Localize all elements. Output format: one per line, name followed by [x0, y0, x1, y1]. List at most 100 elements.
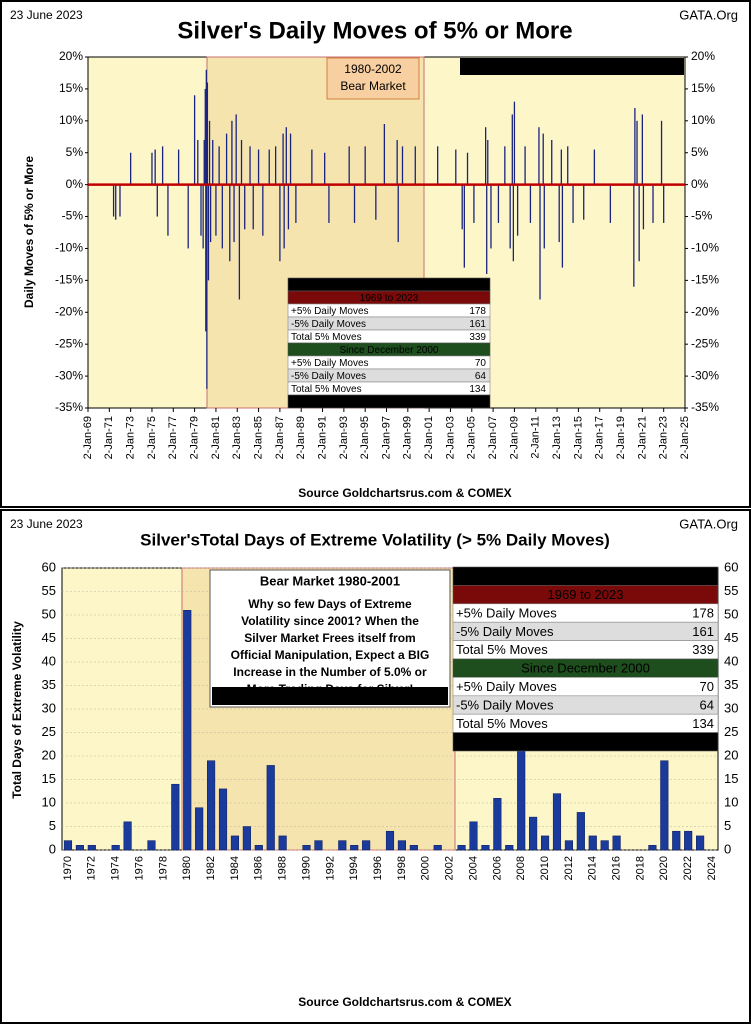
- y-tick-label: 15%: [59, 81, 83, 95]
- y2-tick-label: 10: [724, 794, 738, 809]
- annotation: Volatility since 2001? When the: [241, 614, 419, 628]
- annotation-box: [460, 58, 684, 75]
- y2-tick-label: 55: [724, 583, 738, 598]
- x-tick-label: 1980: [181, 856, 193, 880]
- x-tick-label: 2-Jan-09: [508, 416, 520, 459]
- y2-tick-label: 0: [724, 841, 731, 856]
- table-cell: +5% Daily Moves: [291, 306, 369, 317]
- bar: [540, 835, 550, 851]
- table-cell: +5% Daily Moves: [456, 679, 557, 694]
- x-tick-label: 1970: [62, 856, 74, 880]
- y-tick-label: 5: [49, 818, 56, 833]
- table-cell: -5% Daily Moves: [456, 697, 554, 712]
- annotation: Bear Market 1980-2001: [260, 573, 400, 588]
- y-tick-label: 45: [42, 630, 56, 645]
- y2-tick-label: 0%: [691, 177, 709, 191]
- source: Source Goldchartsrus.com & COMEX: [298, 995, 511, 1009]
- x-tick-label: 2-Jan-15: [572, 416, 584, 459]
- x-tick-label: 1974: [110, 856, 122, 880]
- x-tick-label: 2-Jan-83: [231, 416, 243, 459]
- bar: [576, 812, 585, 851]
- y-tick-label: 30: [42, 700, 56, 715]
- annotation: Official Manipulation, Expect a BIG: [231, 648, 430, 662]
- annotation: Silver Market Frees itself from: [244, 631, 415, 645]
- annotation: Why so few Days of Extreme: [248, 597, 412, 611]
- table-cell: 134: [692, 716, 714, 731]
- y-tick-label: 20%: [59, 49, 83, 63]
- x-tick-label: 2016: [611, 856, 623, 880]
- bar: [612, 835, 621, 851]
- x-tick-label: 2-Jan-99: [402, 416, 414, 459]
- y2-tick-label: 15%: [691, 81, 715, 95]
- bar: [63, 840, 73, 851]
- x-tick-label: 2-Jan-73: [125, 416, 137, 459]
- date: 23 June 2023: [10, 8, 83, 22]
- y2-tick-label: 20: [724, 747, 738, 762]
- y-tick-label: 15: [42, 771, 56, 786]
- y2-tick-label: -30%: [691, 368, 719, 382]
- source: Source Goldchartsrus.com & COMEX: [298, 486, 511, 500]
- x-tick-label: 2-Jan-13: [551, 416, 563, 459]
- bar: [278, 835, 287, 851]
- y-tick-label: 50: [42, 606, 56, 621]
- x-tick-label: 2006: [491, 856, 503, 880]
- bar: [600, 840, 609, 851]
- y-tick-label: -5%: [62, 209, 84, 223]
- site: GATA.Org: [679, 516, 738, 531]
- bar: [350, 845, 359, 851]
- table-heading: Since December 2000: [340, 345, 439, 356]
- x-tick-label: 2002: [444, 856, 456, 880]
- table-cell: Total 5% Moves: [291, 384, 362, 395]
- x-tick-label: 2020: [658, 856, 670, 880]
- y2-tick-label: 25: [724, 724, 738, 739]
- table-heading: As of 09 June 2023: [346, 397, 433, 408]
- y2-tick-label: 45: [724, 630, 738, 645]
- bar: [660, 760, 669, 851]
- bar: [123, 821, 132, 851]
- x-tick-label: 2-Jan-01: [423, 416, 435, 459]
- y2-tick-label: 50: [724, 606, 738, 621]
- x-tick-label: 2-Jan-81: [210, 416, 222, 459]
- annotation: Increase in the Number of 5.0% or: [233, 665, 427, 679]
- y2-tick-label: 20%: [691, 49, 715, 63]
- x-tick-label: 2-Jan-17: [594, 416, 606, 459]
- bar: [218, 788, 228, 851]
- bar: [75, 845, 84, 851]
- x-tick-label: 2-Jan-07: [487, 416, 499, 459]
- x-tick-label: 2014: [587, 856, 599, 880]
- x-tick-label: 2-Jan-71: [103, 416, 115, 459]
- x-tick-label: 2-Jan-11: [530, 416, 542, 459]
- table-heading: Silver's Days of Extreme Volatility: [489, 569, 682, 584]
- y-tick-label: 5%: [66, 145, 84, 159]
- x-tick-label: 2008: [515, 856, 527, 880]
- x-tick-label: 2-Jan-03: [444, 416, 456, 459]
- y2-tick-label: 5: [724, 818, 731, 833]
- y2-tick-label: 40: [724, 653, 738, 668]
- x-tick-label: 1982: [205, 856, 217, 880]
- x-tick-label: 1976: [133, 856, 145, 880]
- table-cell: 64: [700, 697, 714, 712]
- y2-tick-label: 10%: [691, 113, 715, 127]
- table-heading: 1969 to 2023: [360, 293, 419, 304]
- bar: [195, 807, 204, 851]
- y-tick-label: -25%: [55, 336, 83, 350]
- y-tick-label: 40: [42, 653, 56, 668]
- date: 23 June 2023: [10, 517, 83, 531]
- table-cell: Total 5% Moves: [456, 642, 548, 657]
- x-tick-label: 2-Jan-79: [189, 416, 201, 459]
- y-tick-label: 10%: [59, 113, 83, 127]
- y2-tick-label: -35%: [691, 400, 719, 414]
- annotation: GraphicbyMarkJ. Lundeen: [501, 59, 643, 73]
- y-tick-label: -15%: [55, 273, 83, 287]
- table-heading: Silver's Days of Extreme Volatility: [315, 280, 463, 291]
- x-tick-label: 2-Jan-91: [316, 416, 328, 459]
- x-tick-label: 2-Jan-85: [252, 416, 264, 459]
- x-tick-label: 1998: [396, 856, 408, 880]
- y-tick-label: 10: [42, 794, 56, 809]
- bar: [505, 845, 514, 851]
- y2-tick-label: 60: [724, 559, 738, 574]
- bar: [552, 793, 562, 851]
- site: GATA.Org: [679, 7, 738, 22]
- y2-tick-label: -20%: [691, 304, 719, 318]
